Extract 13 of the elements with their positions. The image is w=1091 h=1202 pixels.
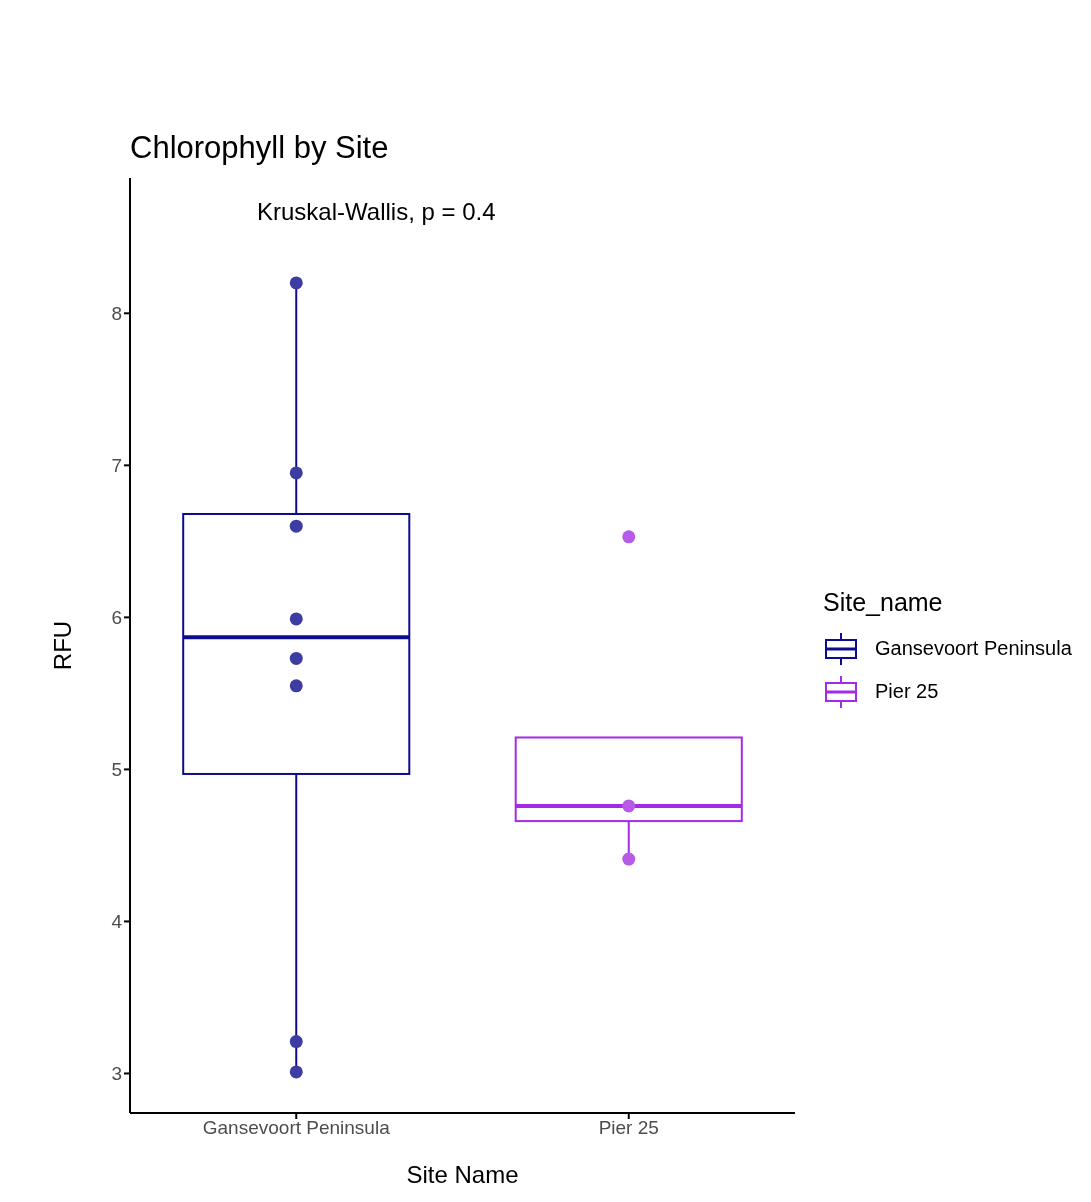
legend-label: Gansevoort Peninsula <box>875 637 1072 660</box>
x-axis-title: Site Name <box>406 1161 519 1188</box>
y-axis-title: RFU <box>48 620 76 671</box>
legend-label: Pier 25 <box>875 680 939 703</box>
y-tick-label: 3 <box>111 1063 122 1085</box>
legend-title: Site_name <box>823 588 944 617</box>
y-tick-label: 7 <box>111 455 122 477</box>
chart-title: Chlorophyll by Site <box>130 130 389 166</box>
y-tick-label: 6 <box>111 607 122 629</box>
y-tick-label: 5 <box>111 759 122 781</box>
y-tick-label: 8 <box>111 303 122 325</box>
annotation: Kruskal-Wallis, p = 0.4 <box>257 198 496 226</box>
y-tick-label: 4 <box>111 911 123 933</box>
